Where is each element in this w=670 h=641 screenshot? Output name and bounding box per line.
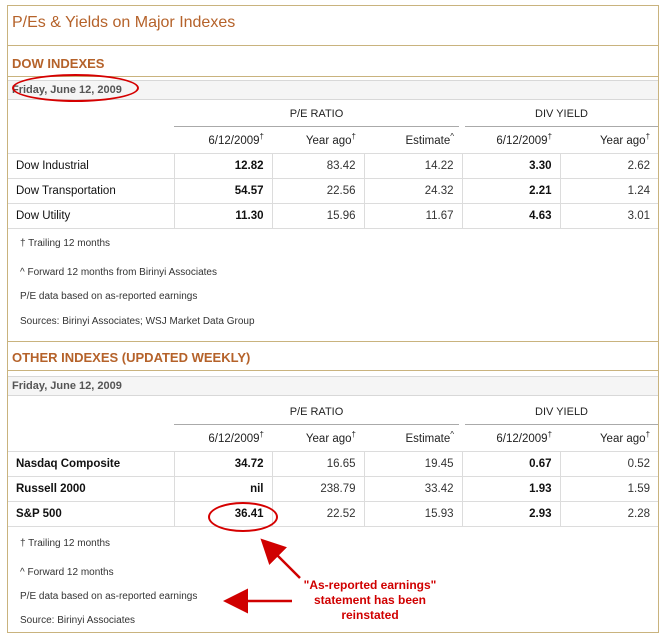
pe-current: 11.30 bbox=[173, 202, 272, 228]
pe-current: 12.82 bbox=[173, 152, 272, 178]
div-year-ago: 1.24 bbox=[559, 177, 659, 203]
dow-col-pe-year-ago: Year ago† bbox=[305, 132, 356, 147]
other-column-header-row: 6/12/2009† Year ago† Estimate^ 6/12/2009… bbox=[8, 424, 658, 451]
other-note-earnings: P/E data based on as-reported earnings bbox=[20, 591, 198, 602]
annotation-text: "As-reported earnings" statement has bee… bbox=[296, 578, 444, 623]
dow-column-header-row: 6/12/2009† Year ago† Estimate^ 6/12/2009… bbox=[8, 126, 658, 153]
div-year-ago: 2.28 bbox=[559, 500, 659, 526]
pe-current: nil bbox=[173, 475, 272, 501]
pe-estimate: 11.67 bbox=[363, 202, 463, 228]
table-row: Nasdaq Composite 34.72 16.65 19.45 0.67 … bbox=[8, 450, 659, 476]
arrow-to-sp500-pe bbox=[260, 538, 301, 579]
pe-current: 34.72 bbox=[173, 450, 272, 476]
div-current: 4.63 bbox=[461, 202, 561, 228]
dow-col-pe-estimate: Estimate^ bbox=[405, 132, 455, 147]
sp500-pe-highlight-circle bbox=[208, 502, 278, 532]
table-row: Dow Transportation 54.57 22.56 24.32 2.2… bbox=[8, 177, 659, 203]
other-group-header-row: P/E RATIO DIV YIELD bbox=[8, 400, 659, 425]
index-name: Dow Industrial bbox=[8, 152, 174, 178]
dow-col-div-year-ago: Year ago† bbox=[599, 132, 651, 147]
table-row: S&P 500 36.41 22.52 15.93 2.93 2.28 bbox=[8, 500, 659, 526]
pe-year-ago: 22.56 bbox=[271, 177, 364, 203]
other-col-div-year-ago: Year ago† bbox=[599, 430, 651, 445]
dow-note-sources: Sources: Birinyi Associates; WSJ Market … bbox=[20, 316, 255, 327]
other-top-divider bbox=[8, 341, 658, 342]
dow-col-div-current: 6/12/2009† bbox=[496, 132, 553, 147]
pe-estimate: 15.93 bbox=[363, 500, 463, 526]
dow-table: P/E RATIO DIV YIELD 6/12/2009† Year ago†… bbox=[8, 102, 659, 229]
other-col-pe-current: 6/12/2009† bbox=[208, 430, 264, 445]
dow-note-trailing: † Trailing 12 months bbox=[20, 238, 111, 249]
pe-estimate: 33.42 bbox=[363, 475, 463, 501]
dow-date-bar bbox=[8, 80, 658, 100]
other-pe-ratio-group: P/E RATIO bbox=[174, 400, 463, 425]
table-row: Dow Industrial 12.82 83.42 14.22 3.30 2.… bbox=[8, 152, 659, 178]
div-current: 2.93 bbox=[461, 500, 561, 526]
page-title: P/Es & Yields on Major Indexes bbox=[12, 14, 236, 31]
table-row: Russell 2000 nil 238.79 33.42 1.93 1.59 bbox=[8, 475, 659, 501]
dow-heading-divider bbox=[8, 76, 658, 77]
date-highlight-circle bbox=[12, 74, 139, 102]
other-col-pe-year-ago: Year ago† bbox=[305, 430, 356, 445]
other-col-pe-estimate: Estimate^ bbox=[405, 430, 455, 445]
dow-note-earnings: P/E data based on as-reported earnings bbox=[20, 291, 198, 302]
index-name: Dow Transportation bbox=[8, 177, 174, 203]
pe-estimate: 24.32 bbox=[363, 177, 463, 203]
other-date: Friday, June 12, 2009 bbox=[12, 380, 122, 392]
title-divider bbox=[8, 45, 658, 46]
dow-group-header-row: P/E RATIO DIV YIELD bbox=[8, 102, 659, 127]
div-current: 0.67 bbox=[461, 450, 561, 476]
other-note-forward: ^ Forward 12 months bbox=[20, 567, 114, 578]
div-current: 1.93 bbox=[461, 475, 561, 501]
annotation-line: "As-reported earnings" bbox=[303, 578, 437, 592]
div-year-ago: 3.01 bbox=[559, 202, 659, 228]
annotation-line: reinstated bbox=[341, 608, 399, 622]
other-div-yield-group: DIV YIELD bbox=[459, 400, 659, 425]
other-note-trailing: † Trailing 12 months bbox=[20, 538, 111, 549]
pe-year-ago: 22.52 bbox=[271, 500, 364, 526]
dow-div-yield-group: DIV YIELD bbox=[459, 102, 659, 127]
table-row: Dow Utility 11.30 15.96 11.67 4.63 3.01 bbox=[8, 202, 659, 228]
pe-current: 54.57 bbox=[173, 177, 272, 203]
dow-note-forward: ^ Forward 12 months from Birinyi Associa… bbox=[20, 267, 217, 278]
pe-estimate: 14.22 bbox=[363, 152, 463, 178]
div-year-ago: 0.52 bbox=[559, 450, 659, 476]
index-name: S&P 500 bbox=[8, 500, 174, 526]
other-table: P/E RATIO DIV YIELD 6/12/2009† Year ago†… bbox=[8, 400, 659, 527]
dow-pe-ratio-group: P/E RATIO bbox=[174, 102, 463, 127]
other-heading-divider bbox=[8, 370, 658, 371]
annotation-line: statement has been bbox=[313, 593, 427, 607]
div-current: 3.30 bbox=[461, 152, 561, 178]
other-date-bar bbox=[8, 376, 658, 396]
dow-col-pe-current: 6/12/2009† bbox=[208, 132, 264, 147]
other-note-source: Source: Birinyi Associates bbox=[20, 615, 136, 626]
pe-estimate: 19.45 bbox=[363, 450, 463, 476]
other-section-heading: OTHER INDEXES (UPDATED WEEKLY) bbox=[12, 350, 251, 365]
dow-section-heading: DOW INDEXES bbox=[12, 56, 105, 71]
index-name: Nasdaq Composite bbox=[8, 450, 174, 476]
other-col-div-current: 6/12/2009† bbox=[496, 430, 553, 445]
index-name: Dow Utility bbox=[8, 202, 174, 228]
div-year-ago: 2.62 bbox=[559, 152, 659, 178]
div-year-ago: 1.59 bbox=[559, 475, 659, 501]
pe-year-ago: 16.65 bbox=[271, 450, 364, 476]
pe-year-ago: 15.96 bbox=[271, 202, 364, 228]
pe-year-ago: 238.79 bbox=[271, 475, 364, 501]
pe-year-ago: 83.42 bbox=[271, 152, 364, 178]
index-name: Russell 2000 bbox=[8, 475, 174, 501]
div-current: 2.21 bbox=[461, 177, 561, 203]
